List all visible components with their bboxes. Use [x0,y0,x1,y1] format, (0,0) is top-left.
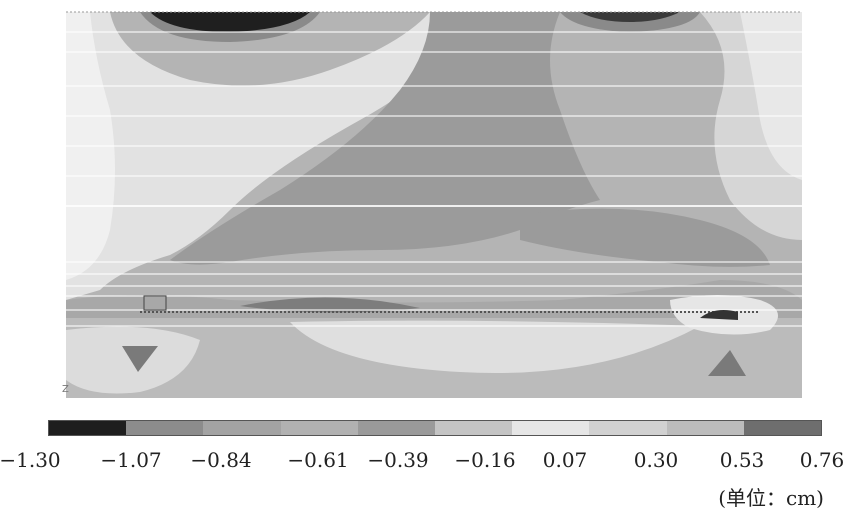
legend-tick-label: 0.30 [633,448,679,472]
contour-region [122,346,158,372]
legend-swatch [666,421,744,435]
contour-region [66,318,802,398]
legend-swatch [280,421,358,435]
unit-label: (单位：cm) [718,486,824,510]
legend-swatch [49,421,127,435]
contour-region [520,208,770,267]
legend-swatch [589,421,667,435]
contour-region [66,12,480,300]
legend-swatch [512,421,590,435]
legend-swatch [435,421,513,435]
contour-region [290,320,700,374]
legend-tick-label: −0.39 [367,448,429,472]
contour-region [150,12,310,32]
legend-tick-label: −0.16 [454,448,516,472]
legend-swatch [203,421,281,435]
axis-glyph: Z [62,384,69,395]
contour-region [66,280,802,318]
layer-lines [66,31,802,327]
legend-swatch [743,421,822,435]
color-legend-bar [48,420,822,436]
contour-region [580,12,680,22]
beam-line [140,295,760,320]
legend-tick-label: −0.61 [287,448,349,472]
legend-tick-label: 0.76 [799,448,845,472]
legend-swatch [357,421,436,435]
contour-region [240,297,420,313]
contour-region [708,350,746,376]
legend-tick-label: 0.07 [542,448,588,472]
legend-tick-label: −1.30 [0,448,61,472]
contour-region [740,12,802,180]
legend-tick-label: −1.07 [100,448,162,472]
legend-swatch [126,421,204,435]
legend-tick-label: 0.53 [719,448,765,472]
contour-region [170,12,600,265]
legend-tick-label: −0.84 [190,448,252,472]
